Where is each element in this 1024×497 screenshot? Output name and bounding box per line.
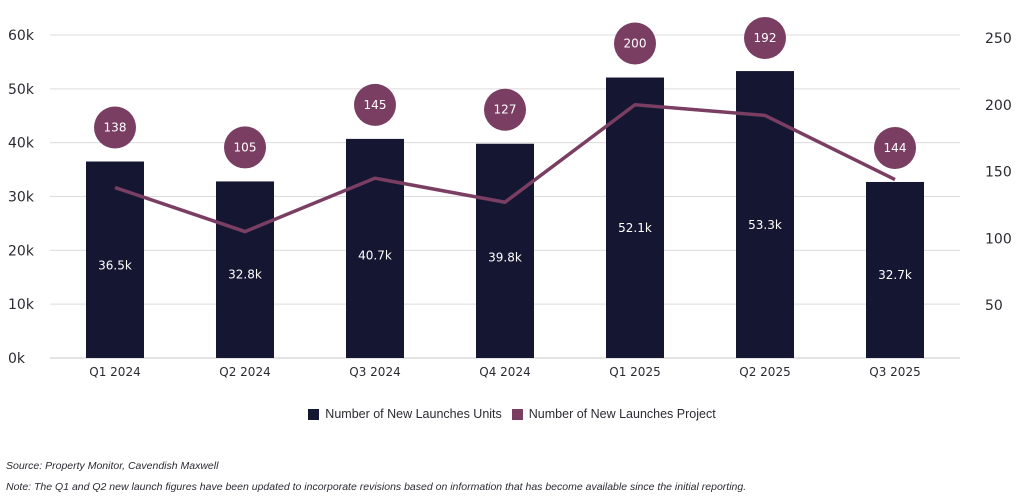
y-right-tick-label: 100: [985, 231, 1012, 247]
project-bubble: [484, 88, 526, 131]
legend-item-project[interactable]: Number of New Launches Project: [511, 407, 716, 421]
legend-label-project: Number of New Launches Project: [528, 407, 716, 421]
bar-units: [736, 71, 794, 359]
project-data-label: 192: [754, 31, 777, 45]
project-data-label: 145: [364, 98, 387, 112]
legend: Number of New Launches Units Number of N…: [0, 407, 1024, 421]
x-tick-label: Q2 2024: [219, 365, 270, 379]
y-left-tick-label: 60k: [8, 28, 35, 44]
project-bubble: [744, 17, 786, 59]
line-projects: [114, 102, 896, 234]
project-data-label: 138: [104, 121, 127, 135]
x-tick-label: Q1 2024: [89, 365, 140, 379]
x-tick-label: Q1 2025: [609, 365, 660, 379]
bar-units: [216, 181, 274, 358]
y-left-tick-label: 50k: [8, 82, 35, 98]
revision-note: Note: The Q1 and Q2 new launch figures h…: [6, 481, 747, 493]
x-tick-label: Q4 2024: [479, 365, 530, 379]
project-bubble: [614, 22, 656, 65]
bar-units: [866, 181, 924, 358]
y-left-tick-label: 30k: [8, 190, 35, 206]
project-bubble: [354, 83, 396, 126]
bar-data-label: 53.3k: [748, 218, 782, 232]
bar-data-label: 39.8k: [488, 251, 522, 265]
bar-data-label: 32.7k: [878, 268, 912, 282]
bar-units: [476, 143, 534, 358]
project-bubble: [94, 106, 136, 149]
y-right-tick-label: 250: [985, 31, 1012, 47]
bar-data-label: 40.7k: [358, 248, 392, 262]
project-data-label: 127: [494, 103, 517, 117]
x-tick-label: Q2 2025: [739, 365, 790, 379]
source-note: Source: Property Monitor, Cavendish Maxw…: [6, 460, 219, 472]
project-bubble: [224, 126, 266, 169]
y-left-tick-label: 40k: [8, 136, 35, 152]
y-right-tick-label: 50: [985, 298, 1003, 314]
legend-item-units[interactable]: Number of New Launches Units: [308, 407, 502, 421]
y-left-tick-label: 20k: [8, 243, 35, 259]
project-data-label: 144: [884, 141, 907, 155]
project-data-label: 105: [234, 140, 257, 154]
y-right-tick-label: 150: [985, 165, 1012, 181]
project-data-label: 200: [624, 37, 647, 51]
y-left-tick-label: 0k: [8, 351, 26, 367]
y-right-tick-label: 200: [985, 98, 1012, 114]
bar-data-label: 36.5k: [98, 259, 132, 273]
y-left-tick-label: 10k: [8, 297, 35, 313]
bar-units: [606, 77, 664, 359]
x-tick-label: Q3 2025: [869, 365, 920, 379]
legend-swatch-units: [308, 408, 320, 420]
bar-units: [346, 138, 404, 358]
combo-chart: 0k 10k 20k 30k 40k 50k 60k 50 100 150 200 250 36.5k Q…: [8, 17, 1012, 379]
project-bubble: [874, 126, 916, 169]
legend-label-units: Number of New Launches Units: [325, 407, 502, 421]
x-tick-label: Q3 2024: [349, 365, 400, 379]
bar-data-label: 52.1k: [618, 221, 652, 235]
bar-data-label: 32.8k: [228, 268, 262, 282]
legend-swatch-project: [511, 408, 523, 420]
